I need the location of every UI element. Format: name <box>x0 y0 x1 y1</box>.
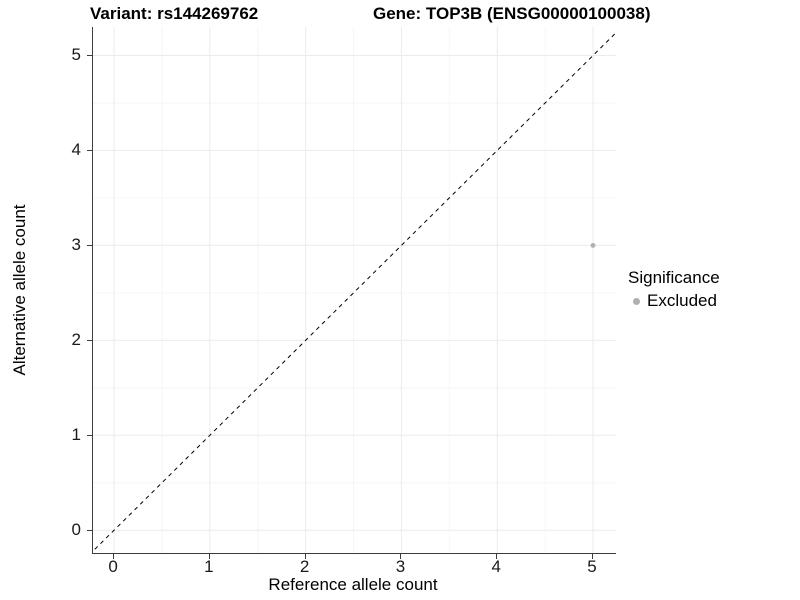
y-tick-label: 5 <box>71 45 81 65</box>
plot-title-gene: Gene: TOP3B (ENSG00000100038) <box>373 4 651 23</box>
y-tick-mark <box>87 530 92 532</box>
x-tick-mark <box>208 554 210 559</box>
scatter-plot-canvas <box>93 27 616 553</box>
x-tick-label: 2 <box>299 557 310 576</box>
y-tick-mark <box>87 55 92 57</box>
x-tick-mark <box>304 554 306 559</box>
x-tick-mark <box>592 554 593 559</box>
y-tick-label: 1 <box>71 425 81 445</box>
x-tick-label: 1 <box>204 557 214 576</box>
x-tick-label: 3 <box>395 557 406 576</box>
x-tick-mark <box>113 554 115 559</box>
identity-reference-line <box>93 31 616 552</box>
x-tick-label: 5 <box>587 557 597 576</box>
x-tick-mark <box>400 554 402 559</box>
data-point-excluded <box>590 242 596 248</box>
y-tick-mark <box>87 245 92 247</box>
y-tick-label: 4 <box>71 140 81 160</box>
x-tick-label: 4 <box>491 557 501 576</box>
y-tick-mark <box>87 150 92 152</box>
y-tick-label: 0 <box>71 520 81 540</box>
y-tick-mark <box>87 340 92 342</box>
y-tick-label: 2 <box>71 330 81 350</box>
plot-panel <box>92 27 616 554</box>
legend-point-icon <box>633 297 640 305</box>
legend-item-label: Excluded <box>647 291 717 310</box>
legend-item-excluded: Excluded <box>628 291 720 311</box>
legend: Significance Excluded <box>628 268 720 311</box>
x-tick-label: 0 <box>108 557 118 576</box>
legend-title: Significance <box>628 268 720 287</box>
y-tick-mark <box>87 435 92 437</box>
x-tick-mark <box>496 554 498 559</box>
x-axis-title: Reference allele count <box>268 575 438 594</box>
legend-key <box>628 293 645 310</box>
y-axis-title: Alternative allele count <box>10 204 29 376</box>
y-tick-label: 3 <box>71 235 81 255</box>
plot-title-variant: Variant: rs144269762 <box>90 4 259 23</box>
